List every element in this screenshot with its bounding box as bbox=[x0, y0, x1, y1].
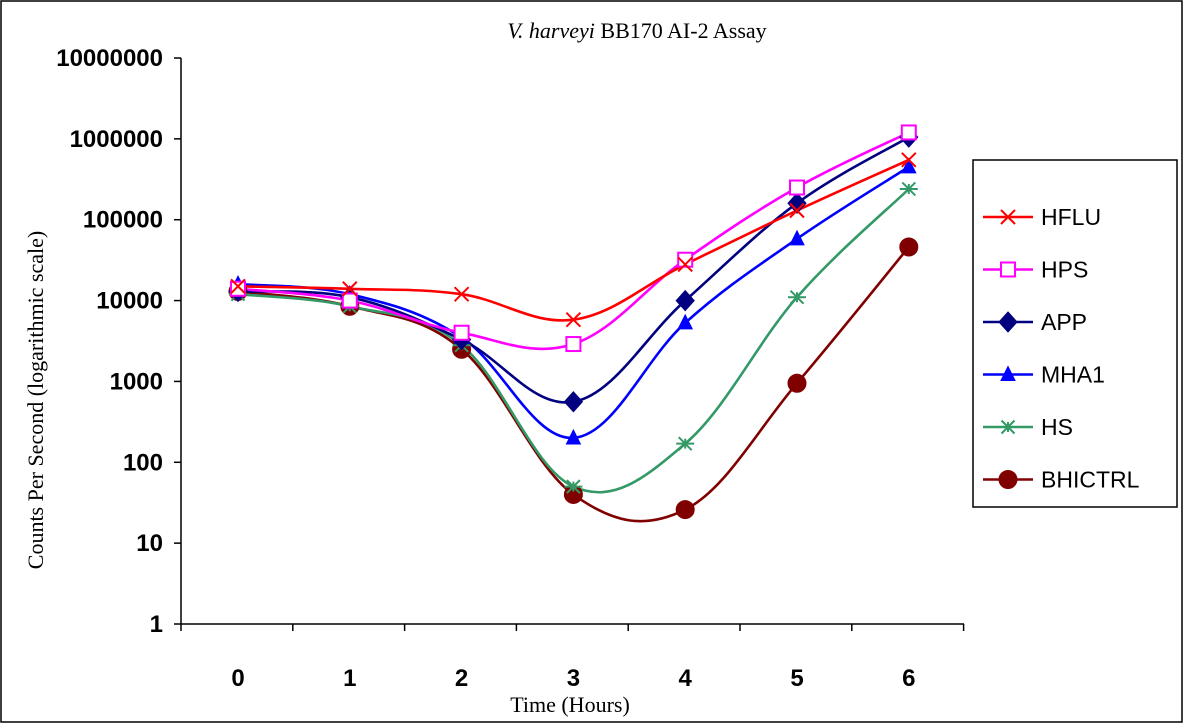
data-point-hflu-stroke bbox=[453, 286, 470, 302]
data-point-mha1 bbox=[789, 229, 805, 246]
x-tick-label: 4 bbox=[679, 665, 693, 692]
data-point-hflu bbox=[453, 286, 470, 302]
legend-item-mha1: MHA1 bbox=[983, 362, 1105, 388]
data-point-hs bbox=[899, 181, 918, 197]
legend: HFLU HPS APP MHA1 HS BHICTRL bbox=[972, 159, 1178, 508]
data-point-bhictrl bbox=[787, 373, 807, 393]
legend-item-app: APP bbox=[983, 309, 1087, 335]
data-point-hps bbox=[900, 124, 917, 141]
legend-swatch-marker bbox=[999, 419, 1017, 435]
legend-label-hs: HS bbox=[1041, 414, 1073, 440]
data-point-hflu bbox=[342, 281, 358, 297]
x-tick-label: 5 bbox=[790, 665, 803, 692]
x-tick-label: 2 bbox=[455, 665, 468, 692]
legend-swatch-marker-stroke bbox=[1000, 209, 1016, 225]
y-tick-label: 1 bbox=[150, 611, 163, 638]
y-tick-label: 10000000 bbox=[56, 45, 163, 72]
x-tick-label: 3 bbox=[567, 665, 580, 692]
data-point-hps bbox=[230, 280, 246, 297]
data-point-mha1 bbox=[677, 313, 694, 330]
data-point-app bbox=[675, 289, 695, 312]
legend-label-hps: HPS bbox=[1041, 257, 1088, 283]
data-point-mha1 bbox=[565, 428, 582, 445]
data-point-hps bbox=[677, 251, 694, 268]
data-point-hflu-stroke bbox=[230, 278, 246, 295]
legend-item-bhictrl: BHICTRL bbox=[983, 467, 1140, 493]
legend-label-hflu: HFLU bbox=[1041, 204, 1101, 230]
legend-swatch-marker bbox=[998, 470, 1018, 489]
data-point-hflu bbox=[677, 256, 693, 273]
data-point-hps bbox=[565, 336, 582, 353]
y-axis-label: Counts Per Second (logarithmic scale) bbox=[23, 231, 48, 569]
legend-item-hps: HPS bbox=[983, 257, 1088, 283]
plot-area: 1 10 100 1000 10000 100000 1000000 10000000 0 1 2 3… bbox=[56, 45, 965, 692]
x-tick-label: 6 bbox=[902, 665, 915, 692]
chart-title: V. harveyi BB170 AI-2 Assay bbox=[507, 18, 766, 43]
data-point-hflu-stroke bbox=[565, 311, 582, 328]
data-point-app bbox=[563, 391, 584, 413]
data-point-hflu bbox=[901, 152, 917, 168]
legend-item-hflu: HFLU bbox=[983, 204, 1101, 230]
x-tick-label: 0 bbox=[231, 665, 244, 692]
legend-label-mha1: MHA1 bbox=[1041, 362, 1105, 388]
data-point-hps bbox=[453, 324, 470, 341]
data-point-hflu-stroke bbox=[677, 256, 693, 273]
legend-label-bhictrl: BHICTRL bbox=[1041, 467, 1140, 493]
x-tick-label: 1 bbox=[343, 665, 356, 692]
legend-swatch-marker bbox=[1000, 261, 1016, 278]
data-point-hflu bbox=[565, 311, 582, 328]
y-tick-label: 100 bbox=[123, 449, 163, 476]
data-point-mha1 bbox=[900, 157, 917, 174]
legend-swatch-marker bbox=[1000, 209, 1016, 225]
chart-title-italic: V. harveyi bbox=[507, 18, 595, 43]
chart-title-rest: BB170 AI-2 Assay bbox=[595, 18, 767, 43]
y-tick-label: 10000 bbox=[96, 288, 163, 315]
data-point-hflu-stroke bbox=[901, 152, 917, 168]
data-point-hps bbox=[341, 292, 358, 309]
y-tick-label: 100000 bbox=[83, 207, 163, 234]
y-tick-label: 1000 bbox=[110, 368, 163, 395]
legend-item-hs: HS bbox=[983, 414, 1073, 440]
data-point-hs bbox=[676, 436, 695, 451]
data-point-hflu-stroke bbox=[789, 202, 805, 219]
data-point-hs bbox=[564, 479, 583, 494]
data-point-bhictrl bbox=[675, 500, 695, 520]
data-point-hflu bbox=[789, 202, 805, 219]
data-point-hflu-stroke bbox=[342, 281, 358, 297]
data-point-bhictrl bbox=[899, 237, 919, 257]
data-point-app bbox=[787, 192, 807, 214]
data-point-hps bbox=[789, 179, 805, 196]
x-axis-label: Time (Hours) bbox=[510, 692, 630, 717]
legend-swatch-marker bbox=[998, 311, 1018, 333]
y-tick-label: 10 bbox=[136, 530, 163, 557]
data-point-hflu bbox=[230, 278, 246, 295]
legend-label-app: APP bbox=[1041, 309, 1087, 335]
legend-swatch-marker bbox=[1000, 365, 1016, 381]
data-point-hs bbox=[788, 290, 806, 305]
y-tick-label: 1000000 bbox=[70, 126, 163, 153]
